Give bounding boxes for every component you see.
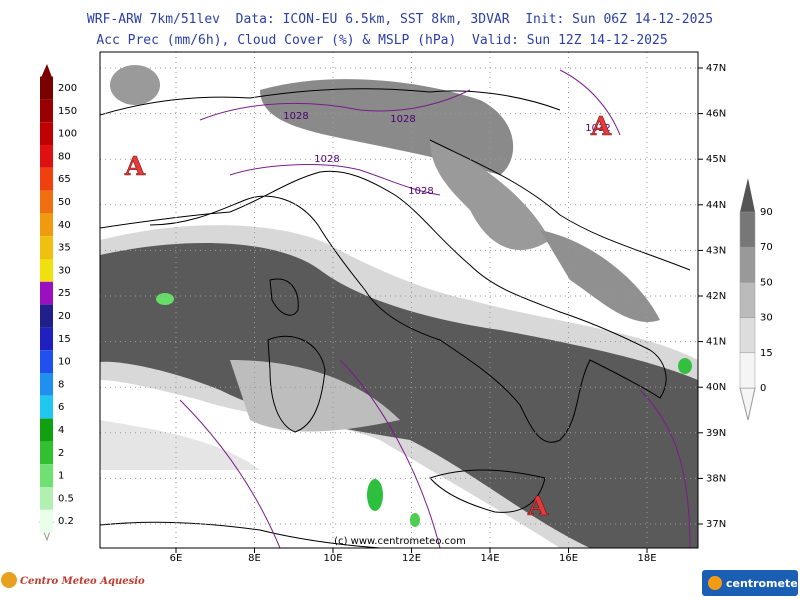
precip-swatch — [40, 395, 53, 419]
precip-label: 30 — [58, 265, 71, 276]
lon-label: 10E — [323, 553, 342, 564]
cloud-swatch — [739, 211, 756, 248]
isobar-label: 1028 — [314, 154, 339, 165]
left-logo-text: Centro Meteo Aquesio — [20, 576, 145, 587]
credit: (c) www.centrometeo.com — [334, 536, 466, 547]
lat-label: 40N — [706, 382, 726, 393]
cloud-label: 50 — [760, 277, 773, 288]
cloud-swatch — [739, 246, 756, 283]
lat-label: 41N — [706, 337, 726, 348]
header-line-1: WRF-ARW 7km/51lev Data: ICON-EU 6.5km, S… — [87, 12, 713, 27]
high-pressure-marker: A — [527, 492, 549, 522]
lon-label: 14E — [480, 553, 499, 564]
lat-label: 38N — [706, 473, 726, 484]
lon-label: 6E — [170, 553, 183, 564]
precip-label: 25 — [58, 288, 71, 299]
cloud-legend: 90 70 50 30 15 0 — [739, 178, 773, 421]
isobar-label: 1028 — [408, 186, 433, 197]
lat-label: 44N — [706, 200, 726, 211]
precip-label: 0.5 — [58, 493, 74, 504]
precip-swatch — [40, 373, 53, 396]
map-area — [100, 52, 698, 548]
precip-label: 150 — [58, 106, 77, 117]
high-pressure-marker: A — [124, 152, 146, 182]
map-frame — [99, 51, 699, 549]
lat-label: 39N — [706, 428, 726, 439]
precip-swatch — [40, 509, 53, 533]
precip-swatch — [40, 259, 53, 282]
precip-label: 200 — [58, 83, 77, 94]
cloud-label: 0 — [760, 383, 766, 394]
precip-swatch — [40, 76, 53, 100]
isobar-label: 1028 — [283, 111, 308, 122]
lat-label: 47N — [706, 63, 726, 74]
precip-swatch — [40, 418, 53, 442]
precip-label: 65 — [58, 174, 71, 185]
precip-swatch — [40, 236, 53, 259]
lon-label: 8E — [248, 553, 261, 564]
isobar-label: 1028 — [390, 114, 415, 125]
precip-label: 1 — [58, 471, 64, 482]
lat-label: 42N — [706, 291, 726, 302]
precip-swatch — [40, 190, 53, 214]
lat-label: 37N — [706, 519, 726, 530]
precip-label: 50 — [58, 197, 71, 208]
precip-label: 2 — [58, 448, 64, 459]
precip-swatch — [40, 350, 53, 373]
precip-swatch — [40, 122, 53, 145]
cloud-label: 70 — [760, 242, 773, 253]
precip-swatch — [40, 327, 53, 351]
precip-swatch — [40, 304, 53, 328]
precip-label: 4 — [58, 425, 64, 436]
precip-swatch — [40, 167, 53, 191]
footer-left-logo: Centro Meteo Aquesio — [1, 572, 145, 588]
precip-legend: 200 150 100 80 65 50 40 35 30 25 20 15 10 8 6 4 2 1 0.5 0.2 — [39, 64, 77, 542]
lon-label: 16E — [559, 553, 578, 564]
precip-swatch — [40, 487, 53, 510]
precip-label: 20 — [58, 311, 71, 322]
precip-swatch — [40, 464, 53, 487]
cloud-swatch — [739, 282, 756, 318]
precip-label: 8 — [58, 379, 64, 390]
precip-swatch — [40, 213, 53, 237]
precip-swatch — [40, 281, 53, 305]
precip-label: 0.2 — [58, 516, 74, 527]
lat-label: 43N — [706, 245, 726, 256]
header-line-2: Acc Prec (mm/6h), Cloud Cover (%) & MSLP… — [96, 33, 667, 48]
precip-label: 6 — [58, 402, 64, 413]
cloud-label: 30 — [760, 313, 773, 324]
cloud-label: 15 — [760, 348, 773, 359]
precip-label: 15 — [58, 334, 71, 345]
cloud-swatch — [739, 352, 756, 389]
lon-label: 12E — [402, 553, 421, 564]
precip-label: 10 — [58, 357, 71, 368]
footer-right-logo: centrometeo — [702, 570, 800, 596]
precip-label: 35 — [58, 243, 71, 254]
right-logo-text: centrometeo — [726, 577, 800, 590]
lat-label: 46N — [706, 109, 726, 120]
lon-label: 18E — [637, 553, 656, 564]
precip-label: 40 — [58, 220, 71, 231]
precip-swatch — [40, 441, 53, 465]
lat-label: 45N — [706, 154, 726, 165]
isobar-label: 1032 — [585, 123, 610, 134]
precip-swatch — [40, 99, 53, 123]
precip-label: 80 — [58, 151, 71, 162]
high-pressure-marker: A — [590, 112, 612, 142]
precip-swatch — [40, 145, 53, 168]
cloud-swatch — [739, 317, 756, 354]
cloud-label: 90 — [760, 207, 773, 218]
precip-label: 100 — [58, 129, 77, 140]
